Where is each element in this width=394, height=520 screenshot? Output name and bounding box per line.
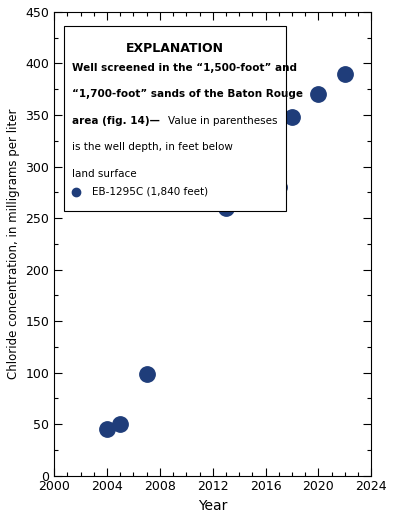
Point xyxy=(276,183,282,191)
Text: is the well depth, in feet below: is the well depth, in feet below xyxy=(72,142,232,152)
Bar xyxy=(64,26,286,211)
Text: EXPLANATION: EXPLANATION xyxy=(126,42,224,55)
Point xyxy=(289,113,295,121)
Point xyxy=(236,167,242,176)
Point xyxy=(223,203,229,212)
Text: area (fig. 14)—: area (fig. 14)— xyxy=(72,116,160,126)
Point xyxy=(315,90,322,98)
Point xyxy=(342,70,348,78)
Y-axis label: Chloride concentration, in milligrams per liter: Chloride concentration, in milligrams pe… xyxy=(7,109,20,379)
Text: land surface: land surface xyxy=(72,168,136,179)
Point xyxy=(117,420,123,428)
Text: “1,700-foot” sands of the Baton Rouge: “1,700-foot” sands of the Baton Rouge xyxy=(72,89,303,99)
Point xyxy=(143,370,150,378)
X-axis label: Year: Year xyxy=(198,499,227,513)
Point xyxy=(104,425,110,434)
Text: EB-1295C (1,840 feet): EB-1295C (1,840 feet) xyxy=(92,187,208,197)
Point xyxy=(249,173,256,181)
Text: Well screened in the “1,500-foot” and: Well screened in the “1,500-foot” and xyxy=(72,63,297,73)
Text: Value in parentheses: Value in parentheses xyxy=(168,116,278,126)
